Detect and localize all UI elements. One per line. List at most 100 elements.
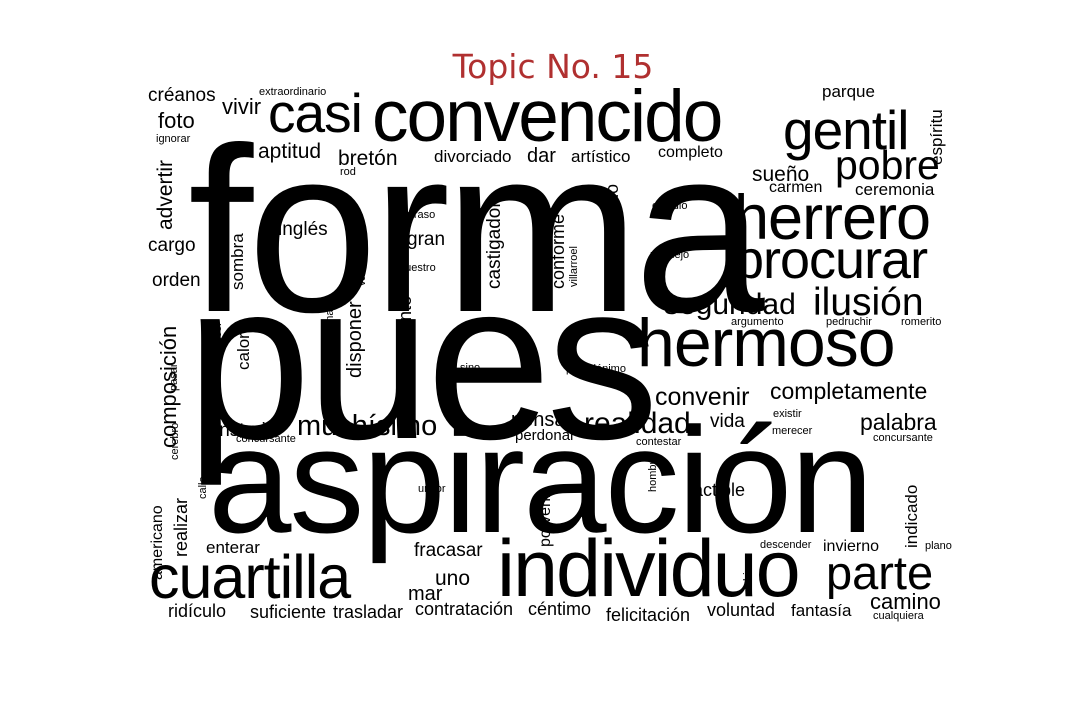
word-varios: nuestro: [399, 262, 436, 274]
word-argumento: pedruchir: [826, 316, 872, 328]
word-plano: plano: [925, 540, 952, 552]
word-uno: uno: [435, 567, 471, 590]
word-merecer: contestar: [636, 436, 682, 448]
word-completo: completo: [658, 144, 723, 161]
word-enterar: enterar: [206, 538, 260, 557]
figure-title: Topic No. 15: [452, 47, 654, 86]
word-ridiculo: ridículo: [168, 601, 227, 621]
word-felicitacion: felicitación: [606, 605, 691, 625]
word-sencillamente: sencillamente: [395, 295, 415, 406]
word-parte: parte: [826, 546, 934, 599]
word-nuestro: villarroel: [568, 246, 580, 287]
word-factible: factible: [688, 480, 746, 500]
word-ilusion: ilusión: [813, 281, 924, 324]
word-orden: orden: [152, 270, 201, 291]
word-conforme: conforme: [548, 213, 568, 289]
word-casi: casi: [268, 82, 363, 144]
word-artistico: artístico: [571, 147, 631, 166]
word-convencido: convencido: [372, 76, 723, 157]
word-disponer: disponer: [344, 301, 366, 378]
word-cargo: cargo: [148, 235, 196, 256]
word-parque: parque: [822, 82, 875, 101]
word-ignorar: ignorar: [156, 133, 191, 145]
word-sombra: sombra: [228, 233, 247, 290]
word-pasar: sino: [460, 362, 481, 374]
word-porvenir: porvenir: [537, 489, 554, 547]
word-fantasia: fantasía: [791, 601, 852, 620]
word-invierno: invierno: [823, 538, 880, 555]
word-unifor: unifor: [418, 483, 446, 495]
word-cualquiera: cualquiera: [873, 610, 924, 622]
word-vacuna: convencer: [212, 322, 224, 373]
word-vivir: vivir: [222, 94, 262, 119]
word-aceptar: varios: [356, 256, 368, 286]
word-pues: pues: [186, 234, 659, 486]
word-palabra: palabra: [860, 409, 937, 435]
word-fracasar: fracasar: [414, 540, 483, 561]
word-breton: bretón: [338, 147, 398, 170]
word-realizar: realizar: [171, 497, 191, 557]
word-realidad: realidad: [584, 407, 691, 440]
word-extraordinario: extraordinario: [259, 86, 327, 98]
word-ceremonia: ceremonia: [855, 180, 935, 199]
word-herrero: herrero: [734, 183, 931, 253]
word-sueno: sueño: [752, 163, 810, 186]
word-gentil: gentil: [783, 99, 909, 161]
word-pedruchir: romerito: [901, 316, 942, 328]
word-voluntad: voluntad: [707, 600, 776, 620]
word-advertir: advertir: [154, 159, 177, 230]
word-villarroel: estudio: [652, 200, 688, 212]
word-foto: foto: [158, 108, 195, 133]
word-suficiente: suficiente: [250, 602, 327, 622]
word-pseudonimo: argumento: [731, 316, 784, 328]
word-muchisimo: muchísimo: [297, 410, 438, 442]
word-calle: calle: [197, 476, 209, 499]
word-centimo: céntimo: [528, 599, 592, 619]
word-hombre: hombre: [647, 454, 659, 492]
word-castigador: castigador: [484, 201, 505, 289]
word-existir: merecer: [772, 425, 813, 437]
word-indicado: indicado: [902, 484, 921, 548]
word-procurar: procurar: [734, 230, 928, 290]
word-hermoso: hermoso: [637, 305, 896, 381]
word-convencer: pasar: [168, 363, 180, 391]
word-americano: americano: [149, 505, 166, 580]
word-romerito: existir: [773, 408, 802, 420]
word-ingles: inglés: [278, 219, 328, 240]
word-contestar: concursante: [236, 433, 296, 445]
word-divorciado: divorciado: [434, 147, 512, 166]
word-contratacion: contratación: [415, 599, 514, 619]
word-forma: forma: [188, 98, 765, 361]
word-concursante-real-visible: concursante: [873, 432, 933, 444]
word-pobre: pobre: [835, 142, 940, 188]
word-perplejo: vacuna: [324, 309, 336, 345]
word-carmen: carmen: [769, 179, 823, 196]
word-instruir: instruir: [215, 420, 273, 441]
word-completamente: completamente: [770, 378, 928, 404]
word-fusilado: fusilado: [602, 183, 622, 246]
word-convenir: convenir: [655, 383, 750, 411]
word-bien: bien: [742, 560, 754, 581]
word-gran: gran: [407, 229, 446, 250]
word-descender: descender: [760, 539, 812, 551]
word-cerebro: cerebro: [169, 422, 181, 460]
word-calor: calor: [234, 333, 253, 370]
word-espiritu: espíritu: [927, 109, 946, 165]
word-cuartilla: cuartilla: [149, 543, 351, 611]
word-dar: dar: [527, 145, 556, 167]
word-rod: rod: [340, 166, 356, 178]
word-creanos: créanos: [148, 85, 216, 106]
word-estudio: perplejo: [650, 249, 690, 261]
word-pensar: pensar: [511, 409, 573, 431]
word-individuo: individuo: [497, 524, 801, 614]
word-vida: vida: [710, 411, 745, 432]
word-seguridad: seguridad: [664, 288, 796, 321]
word-retraso: retraso: [401, 209, 436, 221]
word-aptitud: aptitud: [258, 140, 322, 163]
word-camino: camino: [870, 589, 941, 614]
word-aspiracion: aspiración: [208, 396, 874, 564]
word-sino: pseudónimo: [566, 363, 626, 375]
word-trasladar: trasladar: [333, 602, 404, 622]
word-perdonar: perdonar: [515, 427, 576, 444]
